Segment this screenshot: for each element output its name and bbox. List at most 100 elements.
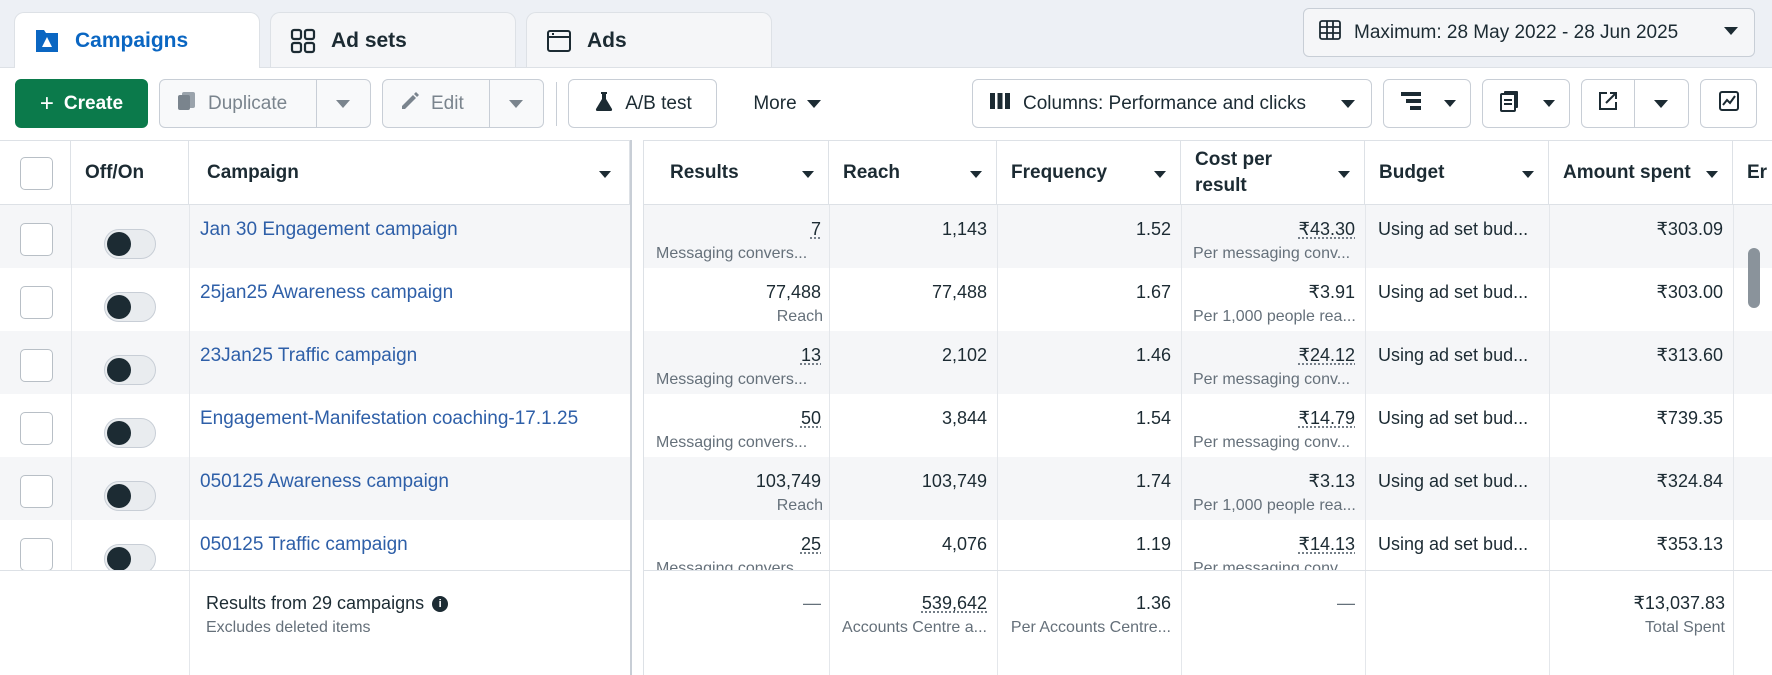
pencil-icon [399,90,421,118]
charts-button[interactable] [1700,79,1757,128]
more-button[interactable]: More [730,79,844,128]
chevron-down-icon[interactable] [1706,171,1718,178]
budget-value: Using ad set bud... [1378,219,1529,239]
budget-value: Using ad set bud... [1378,471,1529,491]
budget-value: Using ad set bud... [1378,282,1529,302]
frozen-column-divider[interactable] [630,140,644,675]
reach-value: 4,076 [941,534,987,554]
table-row[interactable]: 23Jan25 Traffic campaign 13 Messaging conv… [0,331,1772,394]
table-row[interactable]: Engagement-Manifestation coaching-17.1.2… [0,394,1772,457]
table-row[interactable]: 050125 Traffic campaign 25 Messaging conve… [0,520,1772,570]
row-checkbox[interactable] [20,538,53,570]
totals-subtitle: Excludes deleted items [206,619,371,636]
edit-button[interactable]: Edit [383,80,489,127]
budget-value: Using ad set bud... [1378,408,1529,428]
totals-cost-per-result: — [1337,593,1355,613]
columns-label: Columns: Performance and clicks [1023,92,1306,114]
campaign-toggle[interactable] [104,292,156,322]
column-header-ends[interactable]: Er [1733,141,1772,205]
more-label: More [753,92,797,114]
export-button-group [1581,79,1689,128]
column-header-results[interactable]: Results [644,141,829,205]
column-header-cost-per-result[interactable]: Cost per result [1181,141,1365,205]
campaign-toggle[interactable] [104,418,156,448]
column-header-amount-spent[interactable]: Amount spent [1549,141,1733,205]
reach-value: 103,749 [921,471,987,491]
table-row[interactable]: Jan 30 Engagement campaign 7 Messaging con… [0,205,1772,268]
budget-value: Using ad set bud... [1378,534,1529,554]
cost-per-result-value: ₹3.13 [1308,471,1356,491]
date-range-picker[interactable]: Maximum: 28 May 2022 - 28 Jun 2025 [1303,8,1755,57]
totals-reach: 539,642 [921,593,987,613]
results-value: 103,749 [755,471,821,491]
date-range-label: Maximum: 28 May 2022 - 28 Jun 2025 [1354,21,1679,43]
results-subtext: Messaging convers... [656,371,808,388]
table-row[interactable]: 25jan25 Awareness campaign 77,488 Reach 77,… [0,268,1772,331]
reach-value: 3,844 [941,408,987,428]
chevron-down-icon[interactable] [1154,171,1166,178]
totals-reach-sub: Accounts Centre a... [842,619,987,636]
campaign-name-link[interactable]: 050125 Awareness campaign [200,471,449,492]
breakdown-button[interactable] [1383,79,1471,128]
columns-icon [989,92,1011,116]
column-header-frequency[interactable]: Frequency [997,141,1181,205]
campaign-name-link[interactable]: 25jan25 Awareness campaign [200,282,454,303]
campaign-toggle[interactable] [104,229,156,259]
campaign-toggle[interactable] [104,481,156,511]
row-checkbox[interactable] [20,349,53,382]
column-header-reach[interactable]: Reach [829,141,997,205]
create-button[interactable]: + Create [15,79,148,128]
row-checkbox[interactable] [20,223,53,256]
reports-button[interactable] [1482,79,1570,128]
tab-campaigns[interactable]: Campaigns [14,12,260,68]
chevron-down-icon [1341,100,1355,108]
select-all-checkbox[interactable] [20,157,53,190]
table-row[interactable]: 050125 Awareness campaign 103,749 Reach 103… [0,457,1772,520]
campaign-name-link[interactable]: 050125 Traffic campaign [200,534,408,555]
calendar-grid-icon [1318,18,1342,48]
chevron-down-icon[interactable] [970,171,982,178]
tab-label: Ads [587,28,627,52]
columns-button[interactable]: Columns: Performance and clicks [972,79,1372,128]
row-checkbox[interactable] [20,475,53,508]
totals-frequency-sub: Per Accounts Centre... [1010,619,1171,636]
row-checkbox[interactable] [20,286,53,319]
amount-spent-value: ₹303.00 [1656,282,1723,302]
totals-amount-spent-sub: Total Spent [1644,619,1725,636]
results-value: 25 [800,534,821,554]
chevron-down-icon[interactable] [1522,171,1534,178]
reach-value: 2,102 [941,345,987,365]
export-dropdown[interactable] [1635,80,1689,127]
chevron-down-icon[interactable] [802,171,814,178]
chevron-down-icon[interactable] [1338,171,1350,178]
cost-per-result-subtext: Per messaging conv... [1193,434,1351,451]
tab-label: Campaigns [75,28,189,52]
edit-dropdown[interactable] [490,80,543,127]
column-label: Reach [843,162,901,183]
duplicate-button[interactable]: Duplicate [160,80,316,127]
results-subtext: Reach [776,497,823,514]
results-subtext: Messaging convers... [656,245,808,262]
info-icon[interactable]: i [432,595,449,612]
campaign-name-link[interactable]: Engagement-Manifestation coaching-17.1.2… [200,408,579,429]
duplicate-dropdown[interactable] [317,80,370,127]
tab-ad-sets[interactable]: Ad sets [270,12,516,68]
ab-test-button[interactable]: A/B test [568,79,717,128]
chevron-down-icon [1724,27,1738,35]
export-button[interactable] [1582,80,1634,127]
totals-amount-spent: ₹13,037.83 [1633,593,1725,613]
vertical-scrollbar[interactable] [1748,248,1760,308]
tab-ads[interactable]: Ads [526,12,772,68]
campaign-toggle[interactable] [104,355,156,385]
row-checkbox[interactable] [20,412,53,445]
campaign-toggle[interactable] [104,544,156,570]
campaign-name-link[interactable]: 23Jan25 Traffic campaign [200,345,418,366]
column-header-budget[interactable]: Budget [1365,141,1549,205]
cost-per-result-value: ₹14.13 [1298,534,1356,554]
toolbar-divider [556,82,557,126]
chevron-down-icon[interactable] [599,171,611,178]
edit-label: Edit [431,92,464,114]
campaign-name-link[interactable]: Jan 30 Engagement campaign [200,219,458,240]
ab-test-label: A/B test [625,92,692,114]
column-header-campaign[interactable]: Campaign [189,141,630,205]
